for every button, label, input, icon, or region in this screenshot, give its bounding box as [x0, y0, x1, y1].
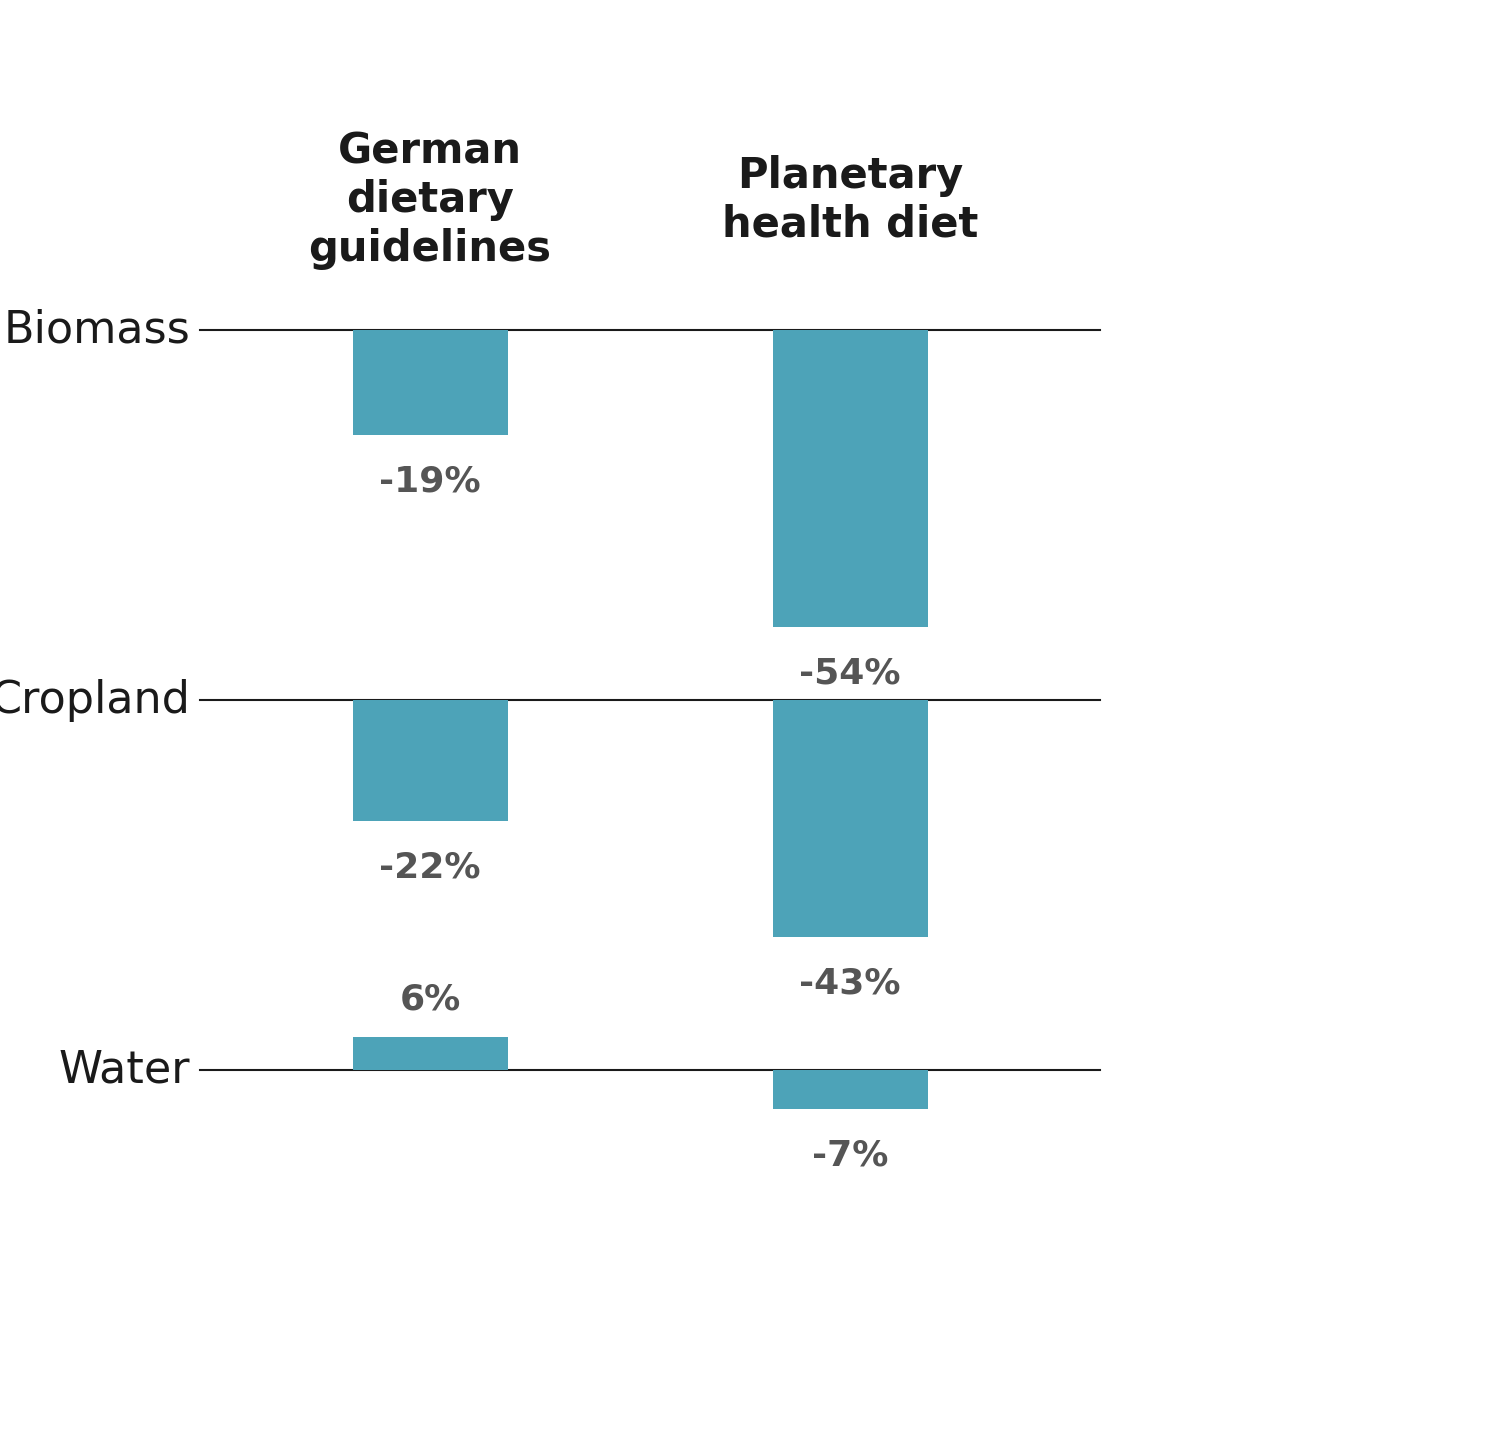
- Text: -43%: -43%: [799, 967, 901, 1000]
- Bar: [772, 1070, 927, 1108]
- Text: -7%: -7%: [811, 1138, 889, 1173]
- Text: -22%: -22%: [379, 851, 480, 886]
- Bar: [352, 1037, 507, 1070]
- Bar: [772, 330, 927, 627]
- Bar: [352, 700, 507, 820]
- Text: Planetary
health diet: Planetary health diet: [722, 155, 978, 245]
- Text: Water: Water: [58, 1048, 189, 1092]
- Text: -19%: -19%: [379, 465, 480, 498]
- Text: -54%: -54%: [799, 656, 901, 691]
- Text: Cropland: Cropland: [0, 678, 189, 722]
- Text: German
dietary
guidelines: German dietary guidelines: [309, 131, 552, 270]
- Text: Biomass: Biomass: [3, 308, 189, 351]
- Bar: [352, 330, 507, 434]
- Text: 6%: 6%: [400, 983, 461, 1016]
- Bar: [772, 700, 927, 937]
